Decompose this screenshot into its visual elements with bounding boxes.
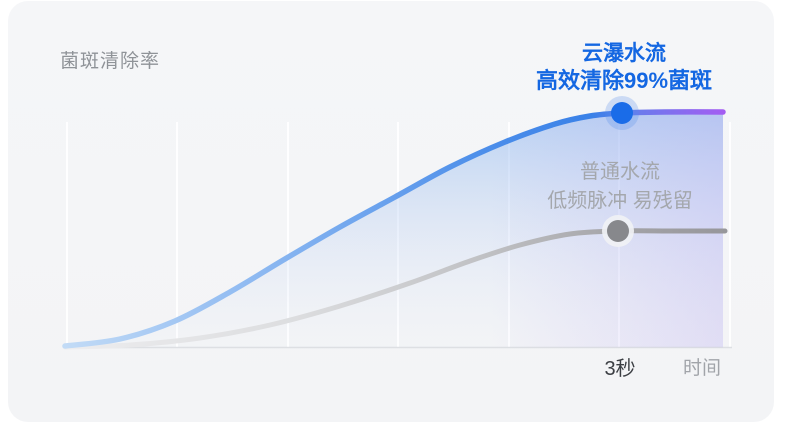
series-ordinary-flow-label: 普通水流 低频脉冲 易残留	[498, 158, 742, 216]
x-axis-label-time: 时间	[683, 358, 722, 379]
blue-series-marker	[611, 102, 633, 124]
series-cloud-waterfall-label: 云瀑水流 高效清除99%菌斑	[483, 40, 765, 94]
gray-series-marker	[607, 220, 629, 242]
series-ordinary-flow-name: 普通水流	[580, 161, 660, 183]
chart-title: 菌斑清除率	[60, 51, 161, 72]
series-cloud-waterfall-name: 云瀑水流	[582, 42, 666, 65]
series-ordinary-flow-annotation: 低频脉冲 易残留	[547, 190, 693, 212]
x-axis-tick-3s: 3秒	[604, 358, 636, 380]
series-cloud-waterfall-annotation: 高效清除99%菌斑	[535, 68, 713, 93]
